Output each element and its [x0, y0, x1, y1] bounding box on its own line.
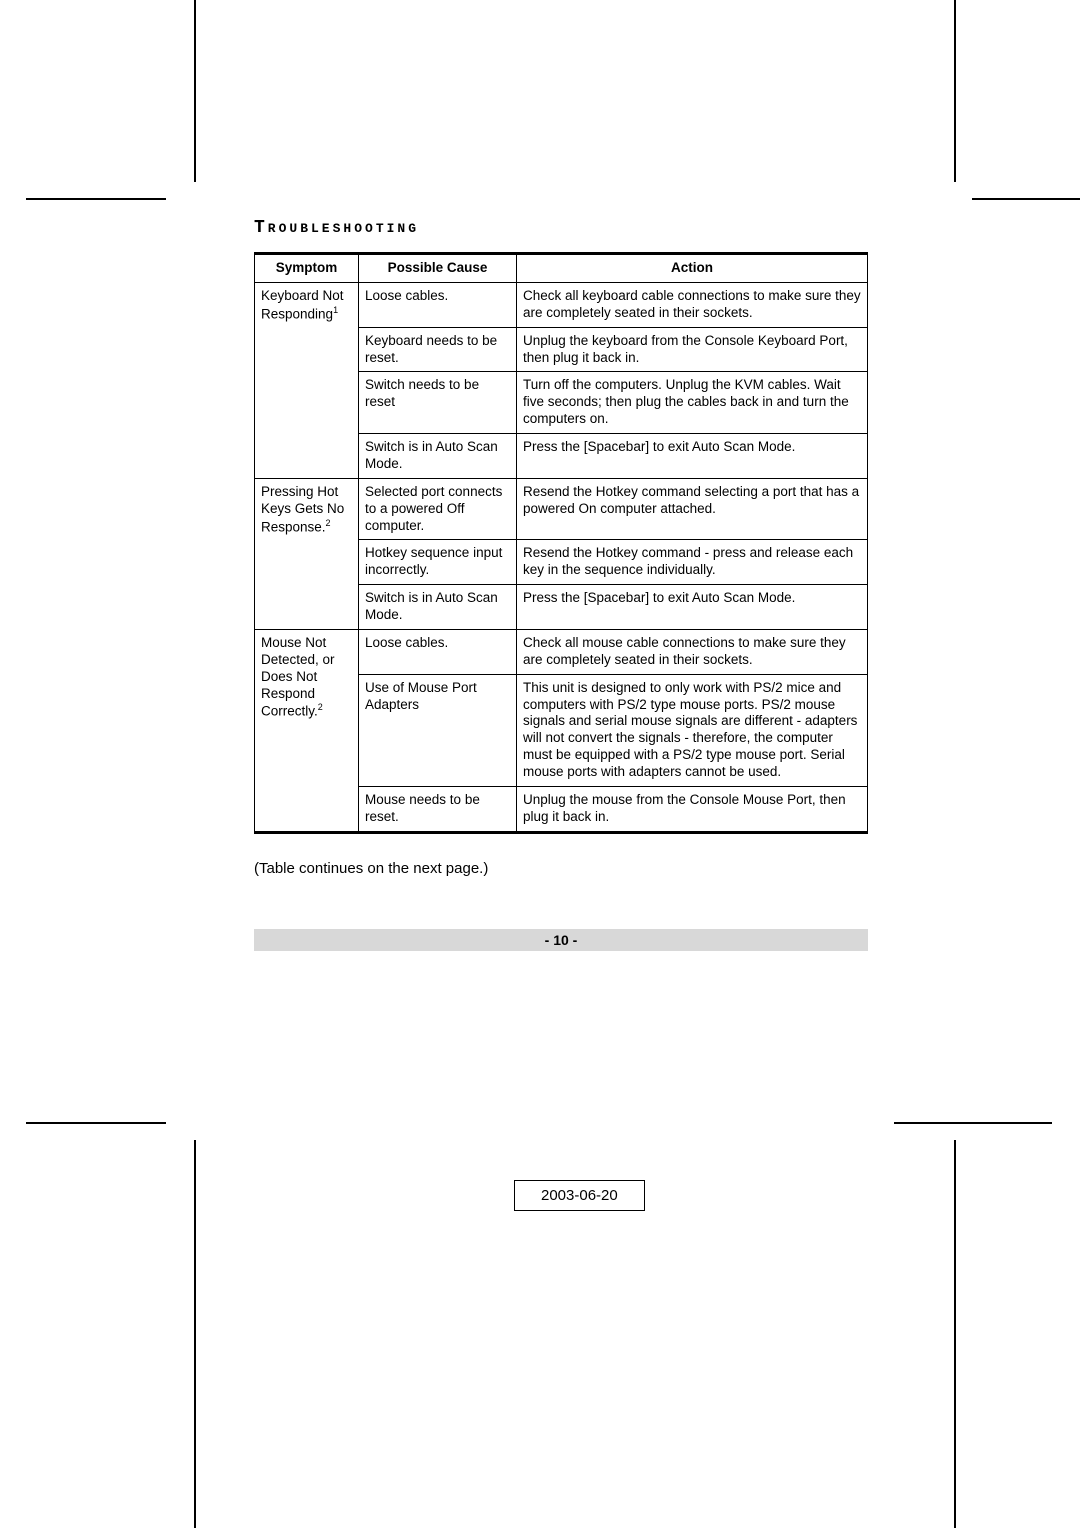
- action-cell: Unplug the mouse from the Console Mouse …: [517, 786, 868, 832]
- troubleshooting-table: Symptom Possible Cause Action Keyboard N…: [254, 252, 868, 834]
- footnote-ref: 2: [318, 702, 323, 712]
- action-cell: Resend the Hotkey command selecting a po…: [517, 478, 868, 540]
- page-number-footer: - 10 -: [254, 929, 868, 951]
- crop-mark-top-right-v: [954, 0, 956, 182]
- action-cell: Press the [Spacebar] to exit Auto Scan M…: [517, 434, 868, 479]
- symptom-text: Pressing Hot Keys Gets No Response.: [261, 484, 344, 534]
- crop-mark-bottom-right-v: [954, 1140, 956, 1528]
- cause-cell: Loose cables.: [359, 629, 517, 674]
- table-row: Keyboard Not Responding1 Loose cables. C…: [255, 282, 868, 327]
- cause-cell: Switch is in Auto Scan Mode.: [359, 585, 517, 630]
- cause-cell: Switch needs to be reset: [359, 372, 517, 434]
- cause-cell: Keyboard needs to be reset.: [359, 327, 517, 372]
- crop-mark-top-left-h: [26, 198, 166, 200]
- crop-mark-top-right-h: [972, 198, 1080, 200]
- cause-cell: Switch is in Auto Scan Mode.: [359, 434, 517, 479]
- table-continuation-note: (Table continues on the next page.): [254, 860, 868, 877]
- action-cell: Check all keyboard cable connections to …: [517, 282, 868, 327]
- action-cell: Resend the Hotkey command - press and re…: [517, 540, 868, 585]
- action-cell: Check all mouse cable connections to mak…: [517, 629, 868, 674]
- action-cell: Unplug the keyboard from the Console Key…: [517, 327, 868, 372]
- action-cell: Turn off the computers. Unplug the KVM c…: [517, 372, 868, 434]
- cause-cell: Loose cables.: [359, 282, 517, 327]
- symptom-text: Keyboard Not Responding: [261, 288, 344, 321]
- symptom-cell: Mouse Not Detected, or Does Not Respond …: [255, 629, 359, 832]
- cause-cell: Hotkey sequence input incorrectly.: [359, 540, 517, 585]
- table-header-row: Symptom Possible Cause Action: [255, 254, 868, 283]
- crop-mark-bottom-left-v: [194, 1140, 196, 1528]
- crop-mark-bottom-right-h: [894, 1122, 1052, 1124]
- page-content: Troubleshooting Symptom Possible Cause A…: [254, 218, 868, 951]
- cause-cell: Mouse needs to be reset.: [359, 786, 517, 832]
- footnote-ref: 1: [333, 305, 338, 315]
- table-row: Pressing Hot Keys Gets No Response.2 Sel…: [255, 478, 868, 540]
- action-cell: Press the [Spacebar] to exit Auto Scan M…: [517, 585, 868, 630]
- section-title: Troubleshooting: [254, 218, 868, 238]
- table-row: Mouse Not Detected, or Does Not Respond …: [255, 629, 868, 674]
- symptom-cell: Keyboard Not Responding1: [255, 282, 359, 478]
- symptom-cell: Pressing Hot Keys Gets No Response.2: [255, 478, 359, 629]
- col-header-action: Action: [517, 254, 868, 283]
- cause-cell: Use of Mouse Port Adapters: [359, 674, 517, 786]
- crop-mark-top-left-v: [194, 0, 196, 182]
- col-header-cause: Possible Cause: [359, 254, 517, 283]
- action-cell: This unit is designed to only work with …: [517, 674, 868, 786]
- crop-mark-bottom-left-h: [26, 1122, 166, 1124]
- col-header-symptom: Symptom: [255, 254, 359, 283]
- symptom-text: Mouse Not Detected, or Does Not Respond …: [261, 635, 335, 719]
- cause-cell: Selected port connects to a powered Off …: [359, 478, 517, 540]
- document-date: 2003-06-20: [514, 1180, 645, 1211]
- footnote-ref: 2: [326, 518, 331, 528]
